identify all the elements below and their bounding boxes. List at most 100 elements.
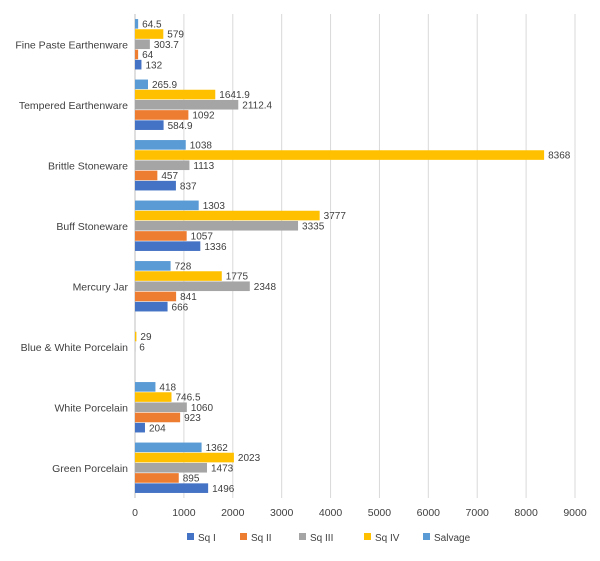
legend-label-sq-iv: Sq IV xyxy=(375,533,400,544)
bar-salvage-fine-paste-earthenware xyxy=(135,19,139,29)
data-label: 64 xyxy=(142,50,154,61)
category-label: Tempered Earthenware xyxy=(19,100,128,112)
bar-sq-iii-buff-stoneware xyxy=(135,220,299,231)
data-label: 1473 xyxy=(211,463,234,474)
bar-sq-iii-fine-paste-earthenware xyxy=(135,39,150,50)
grid-lines xyxy=(134,14,576,498)
bar-salvage-buff-stoneware xyxy=(135,200,199,211)
bar-sq-ii-brittle-stoneware xyxy=(135,170,158,181)
bar-sq-iii-green-porcelain xyxy=(135,462,208,473)
legend-label-salvage: Salvage xyxy=(434,533,471,544)
bar-salvage-green-porcelain xyxy=(135,442,202,453)
data-label: 1057 xyxy=(191,232,214,243)
legend-swatch-sq-i xyxy=(187,533,194,540)
data-label: 666 xyxy=(172,302,189,313)
data-label: 8368 xyxy=(548,151,571,162)
data-label: 746.5 xyxy=(175,393,200,404)
bar-sq-iii-mercury-jar xyxy=(135,281,250,292)
x-tick-label: 1000 xyxy=(172,507,196,519)
data-label: 1113 xyxy=(193,161,214,172)
bars xyxy=(135,19,545,493)
data-label: 1641.9 xyxy=(219,90,250,101)
data-label: 418 xyxy=(159,382,176,393)
bar-sq-ii-fine-paste-earthenware xyxy=(135,49,139,60)
data-label: 64.5 xyxy=(142,19,162,30)
x-tick-label: 9000 xyxy=(563,507,587,519)
data-label: 1496 xyxy=(212,484,235,495)
bar-sq-i-white-porcelain xyxy=(135,422,145,433)
data-label: 265.9 xyxy=(152,80,177,91)
bar-sq-iv-brittle-stoneware xyxy=(135,150,545,160)
x-tick-label: 5000 xyxy=(368,507,392,519)
legend-label-sq-iii: Sq III xyxy=(310,533,333,544)
legend-label-sq-i: Sq I xyxy=(198,533,216,544)
x-tick-label: 4000 xyxy=(319,507,343,519)
data-label: 1092 xyxy=(192,111,215,122)
bar-salvage-tempered-earthenware xyxy=(135,79,148,90)
bar-sq-i-buff-stoneware xyxy=(135,241,201,251)
legend-label-sq-ii: Sq II xyxy=(251,533,272,544)
data-label: 1060 xyxy=(191,403,214,414)
data-label: 303.7 xyxy=(154,40,179,51)
legend-swatch-sq-ii xyxy=(240,533,247,540)
bar-sq-iv-green-porcelain xyxy=(135,452,234,463)
x-tick-label: 0 xyxy=(132,507,138,519)
category-label: Mercury Jar xyxy=(73,281,129,293)
x-axis-ticks: 0 1000 2000 3000 4000 5000 6000 7000 8000 9000 xyxy=(132,507,587,519)
bar-salvage-brittle-stoneware xyxy=(135,140,186,150)
bar-sq-iv-mercury-jar xyxy=(135,271,222,281)
legend-swatch-sq-iv xyxy=(364,533,371,540)
data-label: 841 xyxy=(180,292,197,303)
data-label: 895 xyxy=(183,474,200,485)
bar-sq-iii-tempered-earthenware xyxy=(135,99,239,110)
data-label: 1303 xyxy=(203,201,226,212)
category-label: Blue & White Porcelain xyxy=(21,342,129,354)
category-label: White Porcelain xyxy=(54,402,128,414)
bar-sq-i-fine-paste-earthenware xyxy=(135,59,142,70)
data-label: 1038 xyxy=(190,140,213,151)
data-label: 728 xyxy=(175,261,192,272)
bar-sq-iii-brittle-stoneware xyxy=(135,160,190,171)
data-label: 204 xyxy=(149,423,166,434)
bar-sq-ii-buff-stoneware xyxy=(135,231,187,241)
legend-swatch-salvage xyxy=(423,533,430,540)
bar-sq-iv-tempered-earthenware xyxy=(135,89,216,100)
x-tick-label: 6000 xyxy=(417,507,441,519)
data-label: 579 xyxy=(167,30,184,41)
bar-sq-i-brittle-stoneware xyxy=(135,180,176,191)
x-tick-label: 8000 xyxy=(514,507,538,519)
legend: Sq I Sq II Sq III Sq IV Salvage xyxy=(187,533,471,544)
bar-sq-ii-green-porcelain xyxy=(135,473,179,483)
category-label: Buff Stoneware xyxy=(56,221,128,233)
data-label: 1336 xyxy=(204,242,227,253)
data-label: 457 xyxy=(161,171,178,182)
bar-sq-iv-blue-and-white-porcelain xyxy=(135,331,137,342)
x-tick-label: 7000 xyxy=(466,507,490,519)
data-label: 1362 xyxy=(206,443,229,454)
bar-sq-iv-buff-stoneware xyxy=(135,210,320,221)
bar-sq-i-tempered-earthenware xyxy=(135,120,164,130)
data-label: 2112.4 xyxy=(242,100,272,111)
data-label: 3335 xyxy=(302,221,325,232)
legend-swatch-sq-iii xyxy=(299,533,306,540)
category-label: Green Porcelain xyxy=(52,463,128,475)
data-label: 3777 xyxy=(324,211,347,222)
data-label: 29 xyxy=(140,332,152,343)
category-label: Fine Paste Earthenware xyxy=(15,39,128,51)
data-label: 2023 xyxy=(238,453,261,464)
bar-sq-iv-fine-paste-earthenware xyxy=(135,29,164,39)
bar-sq-i-mercury-jar xyxy=(135,301,168,312)
category-label: Brittle Stoneware xyxy=(48,160,128,172)
bar-sq-iv-white-porcelain xyxy=(135,392,172,402)
data-label: 1775 xyxy=(226,272,249,283)
category-labels: Fine Paste Earthenware Tempered Earthenwa… xyxy=(15,39,128,475)
bar-sq-ii-white-porcelain xyxy=(135,412,181,423)
data-label: 6 xyxy=(139,342,145,353)
bar-salvage-white-porcelain xyxy=(135,382,156,392)
bar-sq-ii-tempered-earthenware xyxy=(135,110,189,120)
x-tick-label: 3000 xyxy=(270,507,294,519)
bar-salvage-mercury-jar xyxy=(135,261,171,271)
data-label: 923 xyxy=(184,413,201,424)
